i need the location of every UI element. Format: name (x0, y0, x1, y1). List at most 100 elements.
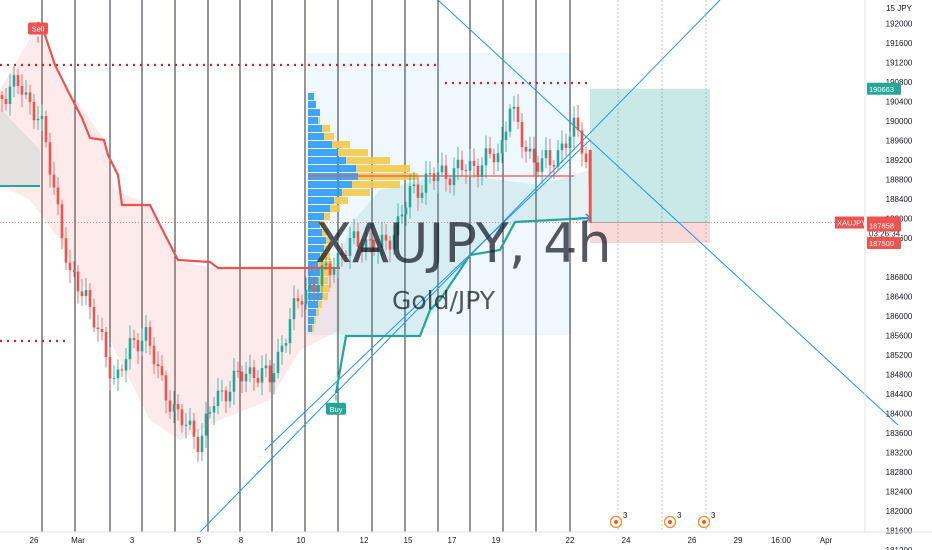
candle-body-58 (232, 370, 236, 392)
candle-body-45 (180, 409, 184, 426)
profile-up-bar-28 (308, 317, 314, 324)
price-tick-21: 183200 (886, 449, 913, 458)
profile-up-bar-20 (308, 253, 320, 260)
profile-down-bar-29 (312, 325, 314, 332)
candle-body-41 (164, 375, 168, 401)
candle-body-104 (416, 184, 420, 198)
candle-body-139 (556, 150, 560, 167)
price-tick-26: 181200 (886, 546, 913, 550)
profile-down-bar-16 (320, 221, 324, 228)
candle-body-118 (472, 160, 476, 166)
position-target-zone (590, 88, 710, 223)
candle-body-1 (4, 99, 8, 105)
candle-body-93 (372, 239, 376, 252)
candle-body-66 (264, 365, 268, 369)
candle-body-127 (508, 108, 512, 132)
signal-sell-badge (28, 22, 48, 35)
profile-down-bar-7 (338, 149, 368, 156)
profile-up-bar-17 (308, 229, 322, 236)
profile-down-bar-18 (326, 237, 330, 244)
candle-body-17 (68, 262, 72, 271)
candle-body-36 (144, 327, 148, 341)
profile-down-bar-3 (318, 117, 320, 124)
price-tick-14: 186000 (886, 312, 913, 321)
candle-body-19 (76, 271, 80, 292)
candle-body-110 (440, 165, 444, 173)
profile-up-bar-1 (308, 101, 316, 108)
profile-down-bar-9 (356, 165, 410, 172)
price-tick-23: 182400 (886, 488, 913, 497)
candle-body-78 (312, 283, 316, 292)
price-tick-12: 186800 (886, 273, 913, 282)
supertrend-up (334, 216, 591, 394)
candle-body-68 (272, 373, 276, 383)
candle-body-35 (140, 340, 144, 352)
profile-up-bar-0 (308, 93, 314, 100)
time-tick-10: 22 (566, 536, 575, 545)
candle-body-94 (376, 247, 380, 252)
candle-body-60 (240, 371, 244, 382)
candle-body-59 (236, 370, 240, 372)
candle-body-18 (72, 270, 76, 272)
candles (0, 65, 592, 462)
price-tick-7: 189200 (886, 156, 913, 165)
candle-body-13 (52, 174, 56, 188)
target-price-label-text: 190663 (869, 85, 894, 94)
price-tick-8: 188800 (886, 176, 913, 185)
candle-body-6 (24, 92, 28, 95)
price-tick-2: 191200 (886, 59, 913, 68)
profile-up-bar-16 (308, 221, 320, 228)
profile-up-bar-25 (308, 293, 322, 300)
candle-body-49 (196, 436, 200, 452)
candle-body-107 (428, 173, 432, 175)
candle-body-38 (152, 345, 156, 365)
candle-body-120 (480, 165, 484, 178)
candle-body-109 (436, 172, 440, 181)
candle-body-86 (344, 255, 348, 257)
price-tick-3: 190800 (886, 78, 913, 87)
candle-body-98 (392, 235, 396, 250)
profile-up-bar-23 (308, 277, 318, 284)
candle-body-116 (464, 170, 468, 172)
candle-body-11 (44, 116, 48, 143)
candle-body-27 (108, 357, 112, 379)
candle-body-100 (400, 214, 404, 217)
time-tick-4: 8 (239, 536, 244, 545)
target-price-label-bg (867, 82, 901, 95)
candle-body-126 (504, 131, 508, 141)
candle-body-32 (128, 338, 132, 360)
candle-body-39 (156, 364, 160, 367)
candle-body-81 (324, 263, 328, 266)
profile-up-bar-12 (308, 189, 342, 196)
candle-body-40 (160, 366, 164, 376)
candle-body-97 (388, 240, 392, 250)
candle-body-83 (332, 267, 336, 275)
candle-body-72 (288, 319, 292, 344)
profile-down-bar-13 (334, 197, 348, 204)
candle-body-3 (12, 75, 16, 87)
time-tick-13: 29 (734, 536, 743, 545)
candle-body-70 (280, 345, 284, 352)
candle-body-89 (356, 231, 360, 247)
falling-trendline (437, 0, 899, 426)
profile-down-bar-4 (322, 125, 330, 132)
profile-up-bar-11 (308, 181, 352, 188)
price-tick-18: 184400 (886, 390, 913, 399)
profile-down-bar-11 (352, 181, 400, 188)
signal-buy-label: Buy (330, 405, 343, 414)
candle-body-141 (564, 143, 568, 148)
candle-body-47 (188, 420, 192, 425)
candle-body-82 (328, 263, 332, 275)
candle-body-25 (100, 329, 104, 333)
candle-body-133 (532, 148, 536, 163)
time-tick-14: 16:00 (771, 536, 792, 545)
profile-up-bar-9 (308, 165, 356, 172)
candle-body-131 (524, 147, 528, 152)
profile-up-bar-19 (308, 245, 324, 252)
profile-up-bar-18 (308, 237, 326, 244)
candle-body-102 (408, 185, 412, 208)
candle-body-115 (460, 159, 464, 171)
candle-body-21 (84, 290, 88, 297)
candle-body-61 (244, 373, 248, 382)
